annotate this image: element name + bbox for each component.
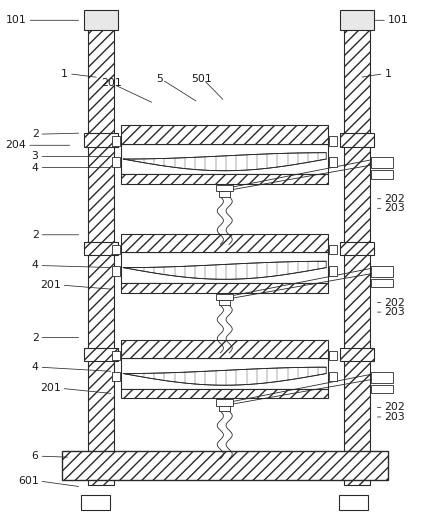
Bar bbox=[329, 266, 337, 276]
Bar bbox=[84, 348, 118, 362]
Bar bbox=[121, 252, 328, 283]
Bar bbox=[216, 294, 233, 300]
Bar bbox=[329, 372, 337, 381]
Text: 2: 2 bbox=[32, 332, 38, 342]
Bar bbox=[121, 389, 328, 398]
Bar bbox=[112, 158, 120, 167]
Bar bbox=[340, 133, 374, 147]
Bar bbox=[219, 191, 231, 196]
Text: 2: 2 bbox=[32, 129, 38, 139]
Text: 202: 202 bbox=[384, 297, 405, 307]
Bar bbox=[121, 358, 328, 389]
Bar bbox=[329, 136, 337, 146]
Text: 202: 202 bbox=[384, 194, 405, 204]
Text: 101: 101 bbox=[5, 15, 26, 25]
Bar bbox=[112, 136, 120, 146]
Bar bbox=[371, 158, 393, 168]
Text: 4: 4 bbox=[32, 162, 38, 173]
Bar bbox=[329, 245, 337, 254]
Bar bbox=[371, 266, 393, 277]
Bar bbox=[84, 242, 118, 255]
Text: 2: 2 bbox=[32, 230, 38, 240]
Text: 5: 5 bbox=[157, 74, 163, 83]
Bar bbox=[62, 451, 388, 480]
Bar bbox=[112, 245, 120, 254]
Bar bbox=[112, 266, 120, 276]
Bar bbox=[121, 174, 328, 184]
Bar bbox=[219, 300, 231, 305]
Polygon shape bbox=[123, 367, 326, 385]
Bar bbox=[84, 10, 118, 30]
Bar bbox=[219, 406, 231, 411]
Bar bbox=[340, 10, 374, 30]
Bar bbox=[371, 372, 393, 382]
Text: 201: 201 bbox=[101, 78, 122, 88]
Bar bbox=[121, 340, 328, 358]
Bar bbox=[88, 24, 115, 485]
Text: 201: 201 bbox=[40, 280, 61, 290]
Bar bbox=[112, 351, 120, 361]
Text: 203: 203 bbox=[384, 203, 405, 213]
Text: 203: 203 bbox=[384, 412, 405, 422]
Bar bbox=[121, 144, 328, 174]
Text: 101: 101 bbox=[388, 15, 409, 25]
Text: 202: 202 bbox=[384, 402, 405, 413]
Polygon shape bbox=[123, 261, 326, 279]
Text: 1: 1 bbox=[384, 69, 391, 79]
Bar bbox=[112, 372, 120, 381]
Bar bbox=[371, 279, 393, 287]
Bar bbox=[340, 242, 374, 255]
Bar bbox=[371, 384, 393, 393]
Bar bbox=[84, 133, 118, 147]
Bar bbox=[329, 351, 337, 361]
Text: 6: 6 bbox=[32, 451, 38, 461]
Polygon shape bbox=[123, 153, 326, 171]
Bar bbox=[339, 495, 368, 510]
Bar bbox=[340, 348, 374, 362]
Text: 201: 201 bbox=[40, 383, 61, 393]
Bar bbox=[329, 158, 337, 167]
Text: 501: 501 bbox=[192, 74, 212, 83]
Bar bbox=[121, 234, 328, 252]
Bar bbox=[371, 170, 393, 178]
Bar bbox=[216, 399, 233, 406]
Text: 3: 3 bbox=[32, 151, 38, 161]
Bar bbox=[121, 125, 328, 144]
Text: 4: 4 bbox=[32, 362, 38, 372]
Bar bbox=[81, 495, 110, 510]
Text: 203: 203 bbox=[384, 307, 405, 317]
Bar bbox=[344, 24, 370, 485]
Bar bbox=[121, 283, 328, 293]
Text: 1: 1 bbox=[61, 69, 68, 79]
Text: 4: 4 bbox=[32, 261, 38, 270]
Text: 204: 204 bbox=[5, 140, 26, 150]
Bar bbox=[216, 185, 233, 191]
Text: 601: 601 bbox=[18, 476, 38, 486]
